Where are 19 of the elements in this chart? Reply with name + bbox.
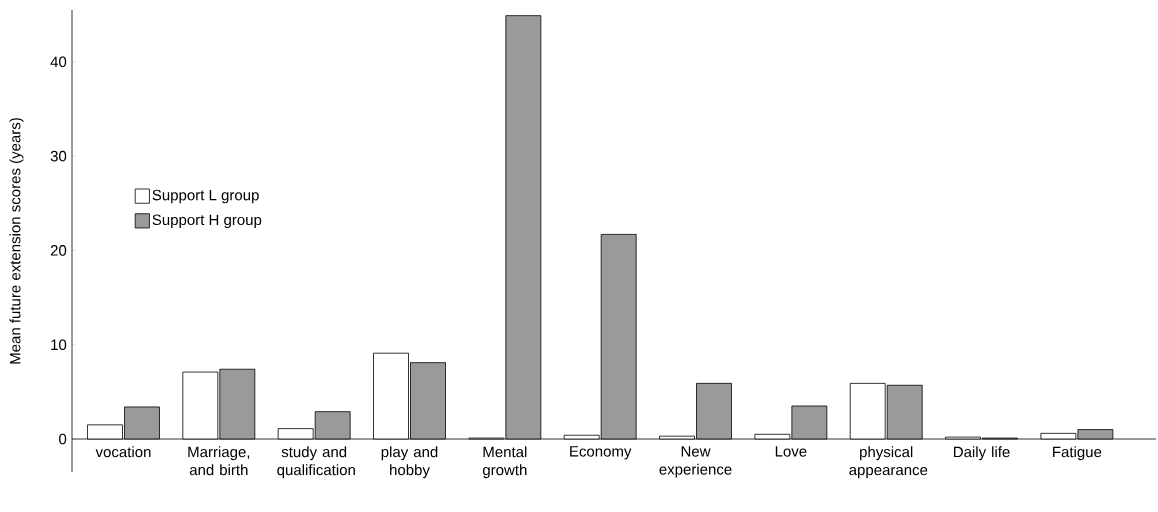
- x-tick-label: vocation: [95, 446, 151, 458]
- x-tick-label: Economy: [570, 446, 632, 460]
- legend-label: Support H group: [152, 214, 262, 229]
- x-tick-label: Marriage, and birth: [188, 446, 250, 476]
- y-tick-label: 0: [59, 433, 67, 445]
- legend-label: Support L group: [152, 189, 259, 204]
- x-tick-label: New experience: [659, 446, 732, 478]
- x-tick-label: Daily life: [954, 446, 1010, 461]
- y-axis-title: Mean future extension scores (years): [9, 118, 24, 364]
- x-tick-label: Love: [775, 446, 807, 457]
- y-tick-label: 10: [51, 339, 67, 351]
- y-tick-label: 40: [50, 56, 67, 68]
- x-tick-label: study and qualification: [277, 446, 355, 479]
- x-tick-label: play and hobby: [381, 446, 438, 479]
- x-tick-label: Mental growth: [482, 446, 527, 479]
- y-tick-label: 30: [50, 150, 67, 162]
- y-tick-label: 20: [50, 245, 67, 256]
- x-tick-label: Fatigue: [1053, 446, 1102, 461]
- x-tick-label: physical appearance: [849, 446, 928, 479]
